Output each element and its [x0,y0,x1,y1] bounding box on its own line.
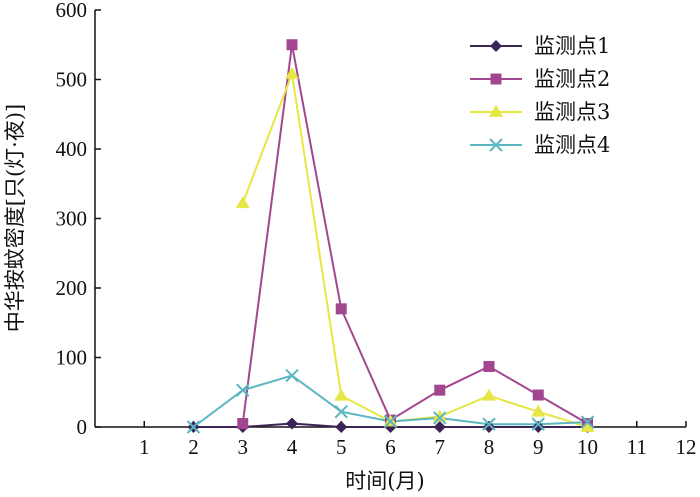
legend-marker [490,40,502,52]
y-tick-label: 500 [56,68,88,92]
data-point-series-2 [434,384,446,396]
data-point-series-2 [483,361,495,373]
y-axis-title: 中华按蚊密度[只(灯·夜)] [3,104,27,332]
series-markers [186,39,595,434]
data-point-series-4 [285,368,299,383]
legend-label: 监测点4 [534,133,610,157]
data-point-series-4 [236,383,250,397]
data-point-series-4 [383,414,398,429]
data-point-series-1 [483,421,495,433]
data-point-series-1 [335,421,348,433]
legend-marker [489,138,503,152]
data-point-series-3 [482,388,496,401]
y-tick-label: 300 [56,207,88,231]
data-point-series-3 [580,420,595,432]
x-axis-title: 时间(月) [345,469,424,493]
data-point-series-2 [237,418,249,430]
x-tick-label: 12 [676,435,697,459]
y-tick-label: 400 [56,137,88,161]
y-tick-label: 600 [56,0,88,22]
data-point-series-3 [531,404,546,417]
series-line-2 [241,44,589,425]
data-point-series-1 [532,421,545,433]
x-tick-label: 7 [435,435,446,459]
data-point-series-3 [235,196,250,209]
data-point-series-4 [433,411,447,425]
legend-label: 监测点2 [534,67,610,91]
legend-marker [490,73,502,85]
legend-marker [489,105,503,117]
legend-label: 监测点3 [534,100,610,124]
x-tick-label: 2 [188,435,199,459]
x-tick-label: 4 [287,435,298,459]
y-tick-label: 200 [56,276,88,300]
y-tick-label: 100 [56,346,88,370]
legend: 监测点1 监测点2 监测点3 监测点4 [470,34,610,157]
data-point-series-1 [433,421,446,433]
y-ticks: 0 100 200 300 400 500 600 [56,0,101,439]
data-point-series-4 [580,415,595,429]
data-point-series-4 [482,417,496,431]
x-tick-label: 5 [336,435,347,459]
data-point-series-3 [285,66,299,79]
data-point-series-2 [335,303,347,315]
x-tick-label: 9 [533,435,544,459]
data-point-series-4 [531,417,545,431]
x-tick-label: 3 [238,435,249,459]
data-point-series-3 [432,409,447,422]
data-point-series-4 [186,420,201,434]
x-tick-label: 8 [484,435,495,459]
series-lines [192,44,589,428]
legend-label: 监测点1 [534,34,610,58]
data-point-series-3 [334,388,349,401]
data-point-series-4 [334,405,348,419]
x-tick-label: 11 [627,435,647,459]
x-tick-label: 6 [385,435,396,459]
x-tick-label: 1 [139,435,150,459]
data-point-series-1 [286,417,298,430]
data-point-series-2 [286,39,298,51]
data-point-series-2 [532,389,544,401]
x-tick-label: 10 [577,435,598,459]
y-tick-label: 0 [77,415,88,439]
